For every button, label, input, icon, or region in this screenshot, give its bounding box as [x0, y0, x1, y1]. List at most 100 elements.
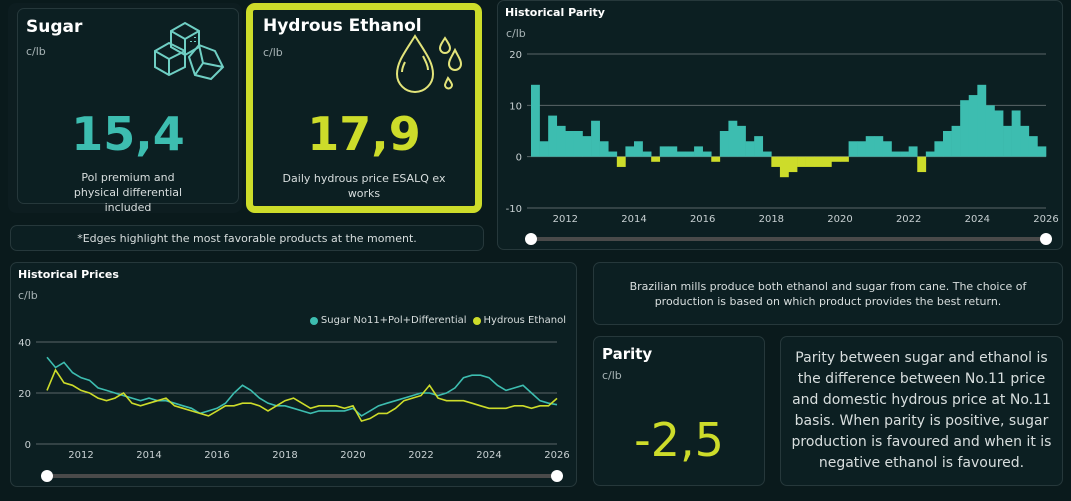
parity-area-segment: [565, 131, 575, 157]
parity-area-segment: [788, 156, 798, 173]
x-tick-label: 2014: [136, 450, 161, 461]
parity-area-segment: [814, 156, 824, 167]
parity-title: Parity: [602, 345, 653, 363]
parity-area-segment: [737, 125, 746, 157]
prices-chart-title: Historical Prices: [18, 268, 119, 281]
parity-area-segment: [1028, 136, 1038, 157]
parity-area-segment: [960, 100, 970, 157]
parity-area-segment: [754, 136, 764, 157]
x-tick-label: 2016: [690, 214, 715, 225]
sugar-unit: c/lb: [26, 45, 46, 58]
x-tick-label: 2026: [1033, 214, 1058, 225]
parity-area-segment: [831, 156, 841, 162]
parity-area-segment: [977, 84, 987, 157]
ethanol-price-line: [46, 368, 558, 423]
parity-chart-unit: c/lb: [506, 27, 526, 40]
y-tick-label: 20: [509, 50, 522, 61]
description-box: Brazilian mills produce both ethanol and…: [593, 262, 1063, 325]
parity-area-segment: [797, 156, 806, 167]
historical-prices-card: Historical Prices c/lb Sugar No11+Pol+Di…: [10, 262, 577, 487]
parity-unit: c/lb: [602, 369, 622, 382]
y-tick-label: 40: [18, 338, 31, 349]
x-tick-label: 2020: [340, 450, 365, 461]
edges-note: *Edges highlight the most favorable prod…: [77, 232, 417, 245]
y-tick-label: -10: [506, 204, 522, 215]
parity-area-segment: [1003, 125, 1012, 157]
parity-area-segment: [840, 156, 849, 162]
x-tick-label: 2018: [272, 450, 297, 461]
parity-area-segment: [711, 156, 721, 162]
parity-area-segment: [891, 151, 901, 157]
parity-area-segment: [745, 141, 755, 157]
legend-dot-ethanol: [472, 316, 481, 325]
x-tick-label: 2018: [759, 214, 784, 225]
parity-area-segment: [762, 151, 772, 157]
parity-area-segment: [642, 151, 652, 157]
sugar-title: Sugar: [26, 17, 83, 37]
parity-area-segment: [1020, 125, 1030, 157]
parity-area-segment: [857, 141, 867, 157]
ethanol-unit: c/lb: [263, 46, 283, 59]
parity-chart: 20 10 0 -10 2012 2014 2016 2018 2020 2022 2024 2026: [506, 50, 1059, 245]
parity-area-segment: [779, 156, 789, 178]
x-tick-label: 2022: [408, 450, 433, 461]
droplets-icon: [395, 34, 463, 93]
parity-area-segment: [668, 146, 678, 157]
parity-area-segment: [848, 141, 858, 157]
parity-area-segment: [728, 120, 738, 157]
parity-area-segment: [908, 146, 918, 157]
x-tick-label: 2012: [553, 214, 578, 225]
legend-ethanol[interactable]: Hydrous Ethanol: [472, 315, 566, 326]
parity-area-segment: [822, 156, 832, 167]
explanation-box: Parity between sugar and ethanol is the …: [780, 336, 1063, 486]
parity-area-segment: [951, 125, 961, 157]
parity-area-segment: [591, 120, 600, 157]
parity-area-segment: [676, 151, 686, 157]
x-tick-label: 2022: [896, 214, 921, 225]
parity-area-segment: [556, 125, 566, 157]
y-tick-label: 20: [18, 389, 31, 400]
ethanol-value: 17,9: [307, 107, 421, 161]
parity-area-segment: [771, 156, 781, 167]
ethanol-note: Daily hydrous price ESALQ ex works: [282, 172, 446, 200]
parity-area-segment: [702, 151, 712, 157]
parity-area-segment: [1011, 110, 1021, 157]
prices-chart: 40 20 0 2012 2014 2016 2018 2020 2022 2024 2026: [18, 338, 570, 482]
parity-area-segment: [994, 110, 1004, 157]
parity-chart-title: Historical Parity: [505, 6, 605, 19]
parity-area-segment: [719, 131, 729, 157]
parity-area-segment: [968, 95, 978, 157]
parity-area-segment: [539, 141, 549, 157]
sugar-price-line: [46, 356, 558, 417]
parity-area-segment: [548, 115, 558, 157]
description-text: Brazilian mills produce both ethanol and…: [629, 279, 1027, 308]
ethanol-card: Hydrous Ethanol c/lb 17,9 Daily hydrous …: [246, 3, 482, 213]
parity-area-segment: [882, 141, 892, 157]
legend-sugar-label: Sugar No11+Pol+Differential: [320, 315, 467, 326]
range-slider-start-handle[interactable]: [525, 233, 537, 245]
range-slider-end-handle[interactable]: [551, 470, 563, 482]
x-tick-label: 2024: [476, 450, 501, 461]
sugar-note: Pol premium and physical differential in…: [73, 171, 183, 214]
parity-area-segment: [531, 84, 540, 157]
x-tick-label: 2014: [621, 214, 646, 225]
x-tick-label: 2024: [965, 214, 990, 225]
edges-note-box: *Edges highlight the most favorable prod…: [10, 225, 484, 251]
parity-area-segment: [659, 146, 669, 157]
x-tick-label: 2020: [827, 214, 852, 225]
parity-area-segment: [599, 141, 609, 157]
x-tick-label: 2026: [544, 450, 569, 461]
y-tick-label: 10: [509, 101, 522, 112]
legend-ethanol-label: Hydrous Ethanol: [483, 315, 566, 326]
parity-area-segment: [694, 146, 703, 157]
legend-sugar[interactable]: Sugar No11+Pol+Differential: [309, 315, 467, 326]
parity-area-segment: [917, 156, 927, 173]
parity-area-segment: [616, 156, 626, 167]
parity-area-segment: [573, 131, 583, 157]
parity-area-segment: [943, 131, 952, 157]
range-slider-start-handle[interactable]: [41, 470, 53, 482]
range-slider-end-handle[interactable]: [1040, 233, 1052, 245]
parity-area-segment: [865, 136, 875, 157]
ethanol-title: Hydrous Ethanol: [263, 16, 422, 36]
parity-area-segment: [625, 146, 635, 157]
